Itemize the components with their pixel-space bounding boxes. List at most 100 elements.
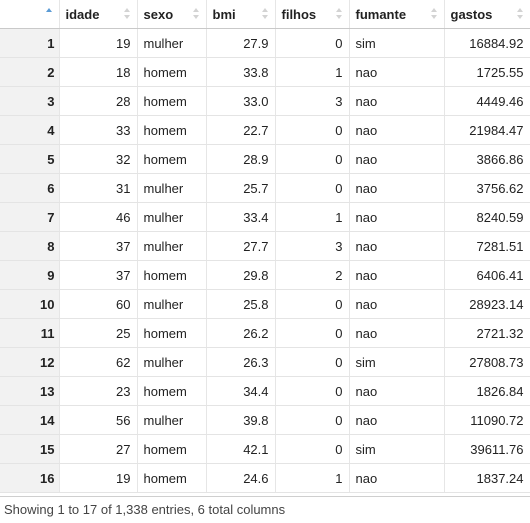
cell-idade: 60 xyxy=(59,289,138,319)
sort-icon[interactable] xyxy=(261,7,269,21)
cell-bmi: 26.3 xyxy=(206,347,276,377)
cell-filhos: 2 xyxy=(275,260,350,290)
cell-sexo: mulher xyxy=(137,173,207,203)
cell-filhos: 0 xyxy=(275,434,350,464)
column-header-fumante[interactable]: fumante xyxy=(349,0,445,29)
column-header-idade[interactable]: idade xyxy=(59,0,138,29)
cell-gastos: 4449.46 xyxy=(444,86,530,116)
cell-sexo: homem xyxy=(137,260,207,290)
cell-filhos: 0 xyxy=(275,318,350,348)
table-row[interactable]: 8 37 mulher 27.7 3 nao 7281.51 xyxy=(0,231,530,261)
sort-icon[interactable] xyxy=(123,7,131,21)
row-index-cell: 4 xyxy=(0,115,60,145)
cell-filhos: 1 xyxy=(275,463,350,493)
cell-sexo: homem xyxy=(137,115,207,145)
cell-idade: 46 xyxy=(59,202,138,232)
cell-gastos: 8240.59 xyxy=(444,202,530,232)
cell-sexo: mulher xyxy=(137,347,207,377)
cell-filhos: 0 xyxy=(275,405,350,435)
row-index-cell: 8 xyxy=(0,231,60,261)
sort-icon[interactable] xyxy=(45,7,53,21)
column-header-filhos[interactable]: filhos xyxy=(275,0,350,29)
column-header-label: fumante xyxy=(355,6,407,22)
column-header-bmi[interactable]: bmi xyxy=(206,0,276,29)
header-row: idade sexo bmi filhos fumante gastos xyxy=(0,0,530,29)
cell-filhos: 0 xyxy=(275,173,350,203)
cell-fumante: nao xyxy=(349,260,445,290)
cell-sexo: mulher xyxy=(137,405,207,435)
cell-bmi: 42.1 xyxy=(206,434,276,464)
data-table: idade sexo bmi filhos fumante gastos 1 19 mulhe… xyxy=(0,0,530,493)
cell-sexo: homem xyxy=(137,318,207,348)
cell-gastos: 16884.92 xyxy=(444,28,530,58)
table-row[interactable]: 11 25 homem 26.2 0 nao 2721.32 xyxy=(0,318,530,348)
cell-idade: 32 xyxy=(59,144,138,174)
cell-idade: 27 xyxy=(59,434,138,464)
column-header-sexo[interactable]: sexo xyxy=(137,0,207,29)
cell-fumante: nao xyxy=(349,376,445,406)
cell-fumante: nao xyxy=(349,144,445,174)
cell-bmi: 39.8 xyxy=(206,405,276,435)
cell-idade: 28 xyxy=(59,86,138,116)
column-header-label: idade xyxy=(65,6,100,22)
cell-fumante: nao xyxy=(349,318,445,348)
sort-icon[interactable] xyxy=(192,7,200,21)
cell-bmi: 25.7 xyxy=(206,173,276,203)
column-header-gastos[interactable]: gastos xyxy=(444,0,530,29)
sort-icon[interactable] xyxy=(516,7,524,21)
table-row[interactable]: 2 18 homem 33.8 1 nao 1725.55 xyxy=(0,57,530,87)
column-header-label: filhos xyxy=(281,6,317,22)
cell-bmi: 28.9 xyxy=(206,144,276,174)
cell-fumante: nao xyxy=(349,231,445,261)
table-row[interactable]: 9 37 homem 29.8 2 nao 6406.41 xyxy=(0,260,530,290)
cell-bmi: 24.6 xyxy=(206,463,276,493)
row-index-cell: 11 xyxy=(0,318,60,348)
table-row[interactable]: 15 27 homem 42.1 0 sim 39611.76 xyxy=(0,434,530,464)
row-index-cell: 7 xyxy=(0,202,60,232)
cell-bmi: 33.4 xyxy=(206,202,276,232)
cell-gastos: 2721.32 xyxy=(444,318,530,348)
table-row[interactable]: 13 23 homem 34.4 0 nao 1826.84 xyxy=(0,376,530,406)
table-row[interactable]: 16 19 homem 24.6 1 nao 1837.24 xyxy=(0,463,530,493)
row-index-cell: 14 xyxy=(0,405,60,435)
cell-idade: 37 xyxy=(59,260,138,290)
cell-sexo: homem xyxy=(137,57,207,87)
table-header: idade sexo bmi filhos fumante gastos xyxy=(0,0,530,29)
table-row[interactable]: 10 60 mulher 25.8 0 nao 28923.14 xyxy=(0,289,530,319)
table-row[interactable]: 14 56 mulher 39.8 0 nao 11090.72 xyxy=(0,405,530,435)
cell-bmi: 27.9 xyxy=(206,28,276,58)
row-index-cell: 5 xyxy=(0,144,60,174)
cell-gastos: 1725.55 xyxy=(444,57,530,87)
cell-bmi: 27.7 xyxy=(206,231,276,261)
cell-bmi: 29.8 xyxy=(206,260,276,290)
cell-filhos: 0 xyxy=(275,347,350,377)
cell-filhos: 0 xyxy=(275,144,350,174)
cell-sexo: homem xyxy=(137,86,207,116)
table-row[interactable]: 12 62 mulher 26.3 0 sim 27808.73 xyxy=(0,347,530,377)
table-row[interactable]: 1 19 mulher 27.9 0 sim 16884.92 xyxy=(0,28,530,58)
row-index-cell: 16 xyxy=(0,463,60,493)
cell-filhos: 1 xyxy=(275,202,350,232)
cell-sexo: homem xyxy=(137,376,207,406)
sort-icon[interactable] xyxy=(430,7,438,21)
table-row[interactable]: 5 32 homem 28.9 0 nao 3866.86 xyxy=(0,144,530,174)
table-row[interactable]: 4 33 homem 22.7 0 nao 21984.47 xyxy=(0,115,530,145)
cell-fumante: sim xyxy=(349,28,445,58)
table-row[interactable]: 6 31 mulher 25.7 0 nao 3756.62 xyxy=(0,173,530,203)
cell-filhos: 0 xyxy=(275,289,350,319)
column-header-index[interactable] xyxy=(0,0,60,29)
cell-sexo: homem xyxy=(137,463,207,493)
cell-gastos: 11090.72 xyxy=(444,405,530,435)
cell-sexo: homem xyxy=(137,434,207,464)
table-scroll-area[interactable]: idade sexo bmi filhos fumante gastos 1 19 mulhe… xyxy=(0,0,530,496)
cell-gastos: 39611.76 xyxy=(444,434,530,464)
table-row[interactable]: 7 46 mulher 33.4 1 nao 8240.59 xyxy=(0,202,530,232)
table-row[interactable]: 3 28 homem 33.0 3 nao 4449.46 xyxy=(0,86,530,116)
cell-fumante: nao xyxy=(349,202,445,232)
cell-idade: 33 xyxy=(59,115,138,145)
sort-icon[interactable] xyxy=(335,7,343,21)
cell-bmi: 33.0 xyxy=(206,86,276,116)
cell-filhos: 1 xyxy=(275,57,350,87)
row-index-cell: 12 xyxy=(0,347,60,377)
